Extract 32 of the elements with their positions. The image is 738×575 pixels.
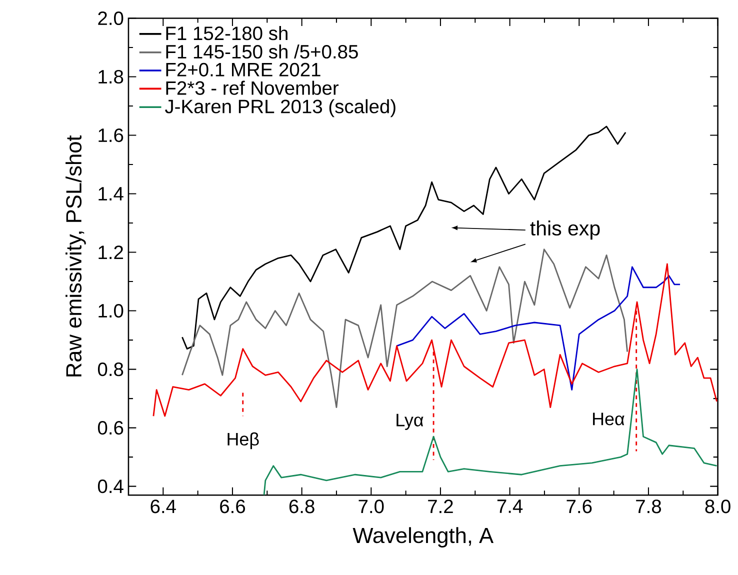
line-series [182, 248, 628, 408]
y-tick-label: 0.8 [98, 362, 124, 376]
line-series [182, 126, 626, 350]
x-tick-label: 6.6 [220, 500, 245, 514]
x-tick-label: 6.8 [289, 500, 314, 514]
y-axis-title: Raw emissivity, PSL/shot [66, 135, 86, 376]
y-tick-label: 1.8 [98, 70, 124, 84]
legend-label: F2*3 - ref November [166, 80, 339, 95]
x-tick-label: 6.4 [150, 500, 176, 514]
y-tick-label: 2.0 [98, 11, 124, 26]
x-tick-label: 7.6 [566, 500, 592, 514]
x-tick-label: 7.4 [497, 500, 523, 513]
y-tick-label: 0.4 [98, 480, 124, 494]
y-tick-label: 1.4 [98, 187, 124, 200]
x-tick-label: 7.8 [636, 500, 661, 514]
y-tick-label: 1.2 [98, 246, 123, 260]
legend-label: J-Karen PRL 2013 (scaled) [165, 99, 396, 118]
x-tick-label: 7.2 [428, 500, 453, 514]
legend-label: F1 152-180 sh [166, 26, 288, 40]
annotation: Heα [593, 412, 624, 426]
y-tick-label: 0.6 [98, 421, 124, 435]
annotation: this exp [530, 220, 600, 240]
x-tick-label: 8.0 [705, 500, 730, 514]
y-tick-label: 1.6 [98, 128, 124, 142]
x-axis-title: Wavelength, A [352, 527, 494, 548]
annotation: Heβ [228, 432, 259, 450]
y-tick-label: 1.0 [98, 304, 124, 318]
annotation: Lyα [396, 414, 424, 430]
line-series [396, 266, 681, 391]
x-tick-label: 7.0 [358, 500, 384, 514]
legend-label: F1 145-150 sh /5+0.85 [166, 44, 358, 59]
legend-label: F2+0.1 MRE 2021 [166, 62, 320, 77]
